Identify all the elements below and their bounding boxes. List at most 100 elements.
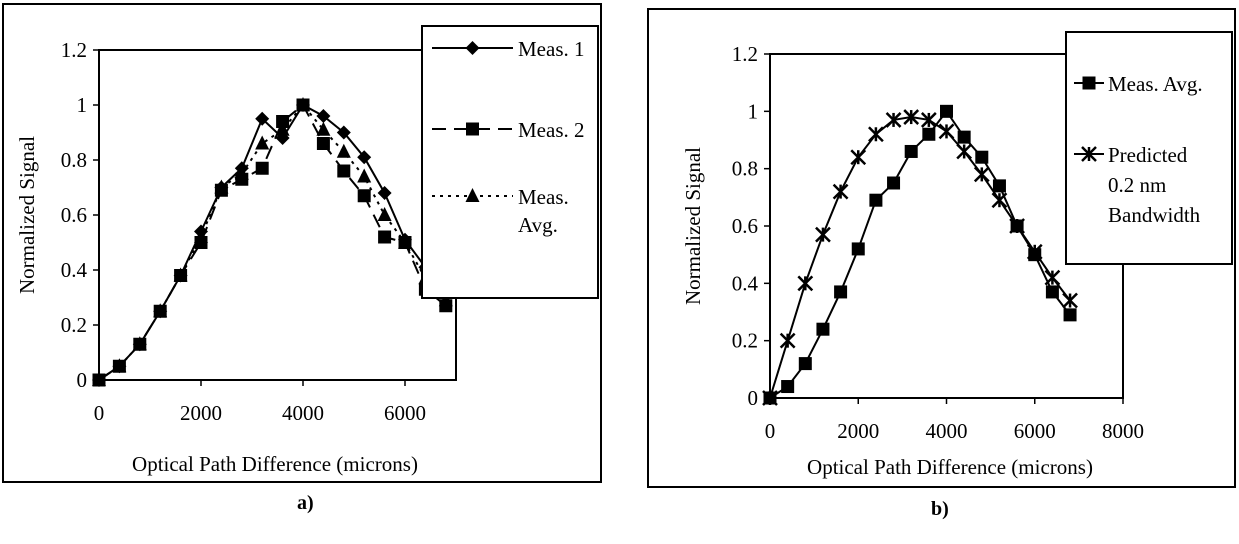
data-point (938, 123, 955, 140)
data-point (1009, 218, 1025, 234)
data-point (850, 149, 867, 166)
legend-label: 0.2 nm (1108, 173, 1166, 197)
data-point (276, 115, 290, 128)
data-point (781, 380, 795, 394)
y-tick-label: 0 (77, 368, 88, 392)
data-point (296, 97, 310, 111)
x-tick-label: 0 (94, 401, 105, 425)
y-tick-label: 0.2 (732, 329, 758, 353)
data-point (336, 143, 351, 158)
data-point (956, 143, 973, 160)
data-point (798, 357, 812, 371)
legend-label: Meas. Avg. (1108, 72, 1203, 96)
data-point (337, 164, 351, 178)
x-tick-label: 0 (765, 419, 776, 443)
x-tick-label: 8000 (1102, 419, 1144, 443)
legend-label: Meas. 1 (518, 37, 585, 61)
data-point (255, 161, 269, 175)
data-point (316, 137, 330, 150)
data-point (957, 130, 971, 144)
data-point (797, 275, 814, 292)
legend-b: Meas. Avg. Predicted 0.2 nm Bandwidth (1065, 31, 1233, 265)
data-point (991, 192, 1008, 209)
data-point (834, 285, 848, 299)
legend-label: Avg. (518, 213, 558, 237)
data-point (316, 109, 331, 123)
data-point (869, 193, 883, 207)
x-axis-label-b: Optical Path Difference (microns) (807, 455, 1093, 479)
data-point (132, 336, 147, 351)
data-point (316, 121, 331, 136)
data-point (357, 189, 371, 203)
data-point (1062, 292, 1078, 309)
y-tick-label: 0.4 (732, 271, 759, 295)
data-point (398, 234, 412, 249)
data-point (920, 112, 937, 128)
x-tick-label: 4000 (926, 419, 968, 443)
x-tick-label: 2000 (837, 419, 879, 443)
y-tick-label: 0.6 (732, 214, 758, 238)
data-point (887, 176, 901, 190)
chart-b: 0 0.2 0.4 0.6 0.8 1 1.2 0 2000 4000 6000 8000 Optica… (681, 31, 1233, 479)
y-axis-label-b: Normalized Signal (681, 147, 705, 305)
legend-a: Meas. 1 Meas. 2 Meas. Avg. (421, 25, 599, 299)
data-point (153, 303, 168, 318)
data-point (868, 126, 884, 143)
data-point (438, 292, 453, 307)
data-point (975, 150, 989, 164)
y-tick-label: 1.2 (732, 42, 758, 66)
x-tick-label: 2000 (180, 401, 222, 425)
series-a-1 (92, 98, 453, 387)
y-tick-label: 0.8 (732, 157, 758, 181)
data-point (275, 121, 290, 136)
data-point (973, 166, 990, 183)
legend-marker (466, 122, 479, 136)
data-point (816, 322, 830, 336)
series-b-1 (762, 109, 1078, 406)
data-point (992, 179, 1006, 193)
legend-marker (465, 41, 480, 55)
legend-label: Bandwidth (1108, 203, 1201, 227)
data-point (173, 267, 188, 282)
data-point (940, 104, 953, 118)
y-tick-label: 1 (748, 99, 759, 123)
data-point (92, 372, 106, 386)
data-point (922, 127, 936, 141)
caption-b: b) (931, 498, 949, 520)
series-line (769, 116, 1071, 399)
data-point (357, 168, 372, 183)
data-point (904, 144, 918, 158)
data-point (214, 179, 229, 194)
legend-box (421, 25, 599, 299)
legend-label: Meas. 2 (518, 118, 585, 142)
data-point (762, 390, 778, 406)
chart-a: 0 0.2 0.4 0.6 0.8 1 1.2 0 2000 4000 6000 Optical Pa… (15, 25, 599, 476)
data-point (1045, 285, 1059, 299)
y-tick-label: 0.6 (61, 203, 87, 227)
caption-a: a) (297, 492, 314, 514)
legend-marker (1082, 76, 1096, 90)
data-point (377, 186, 392, 200)
series-line (98, 103, 447, 381)
data-point (1044, 269, 1061, 286)
x-axis-label-a: Optical Path Difference (microns) (132, 452, 418, 476)
data-point (234, 165, 249, 180)
data-point (1026, 243, 1043, 260)
data-point (903, 109, 920, 125)
series-line (98, 103, 447, 381)
series-b-0 (763, 104, 1077, 405)
data-point (815, 226, 831, 243)
x-tick-label: 6000 (1014, 419, 1056, 443)
legend-label: Predicted (1108, 143, 1188, 167)
data-point (357, 150, 372, 165)
legend-marker (1081, 146, 1097, 162)
data-point (377, 207, 392, 221)
y-tick-label: 0.4 (61, 258, 88, 282)
x-tick-label: 4000 (282, 401, 324, 425)
y-axis-label-a: Normalized Signal (15, 136, 39, 294)
data-point (885, 112, 902, 128)
data-point (378, 230, 392, 244)
legend-label: Meas. (518, 185, 569, 209)
data-point (194, 229, 208, 243)
